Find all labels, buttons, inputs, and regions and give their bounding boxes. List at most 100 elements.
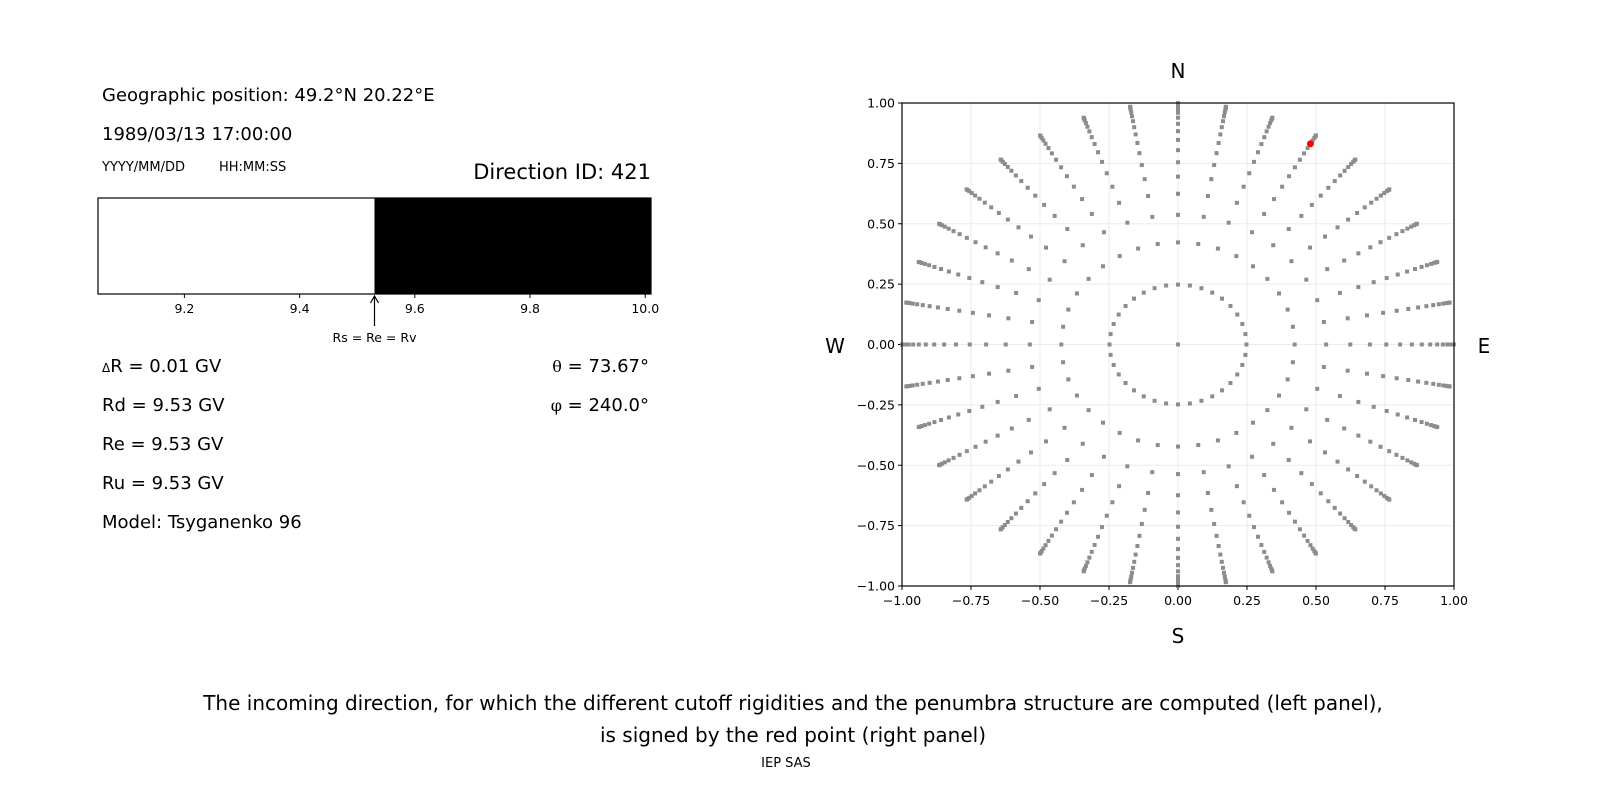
direction-point <box>1412 267 1417 272</box>
direction-point <box>1271 487 1276 492</box>
direction-point <box>1285 307 1290 312</box>
direction-point <box>1355 474 1360 479</box>
direction-point <box>1009 168 1014 173</box>
direction-point <box>1054 527 1059 532</box>
direction-point <box>1280 500 1285 505</box>
re-value: Re = 9.53 GV <box>102 434 224 455</box>
direction-point <box>1419 420 1424 425</box>
direction-point <box>1092 142 1097 147</box>
direction-point <box>1394 452 1399 457</box>
direction-point <box>1271 197 1276 202</box>
direction-point <box>1309 202 1314 207</box>
direction-point <box>1234 430 1239 435</box>
direction-point <box>1222 110 1227 115</box>
direction-point <box>1381 374 1386 379</box>
direction-point <box>1132 559 1137 564</box>
direction-point <box>1364 313 1369 318</box>
direction-point <box>970 374 975 379</box>
y-tick-label: 0.00 <box>867 337 895 352</box>
direction-point <box>1176 191 1180 196</box>
direction-point <box>939 267 944 272</box>
credit: IEP SAS <box>761 756 811 771</box>
direction-point <box>1133 132 1138 137</box>
direction-point <box>1033 193 1038 198</box>
direction-point <box>1025 185 1030 190</box>
direction-point <box>1292 519 1297 524</box>
direction-point <box>1424 304 1429 309</box>
direction-point <box>1101 264 1106 269</box>
direction-point <box>1080 197 1085 202</box>
direction-point <box>1009 516 1014 521</box>
direction-point <box>1342 168 1347 173</box>
direction-point <box>1307 439 1312 444</box>
direction-point <box>1234 484 1239 489</box>
direction-point <box>1130 119 1135 124</box>
direction-point <box>1345 316 1350 321</box>
direction-point <box>1104 513 1109 518</box>
direction-point <box>1155 443 1160 448</box>
direction-point <box>1016 225 1021 230</box>
direction-point <box>1308 543 1313 548</box>
direction-point <box>1080 243 1085 248</box>
direction-point <box>1285 377 1290 382</box>
direction-point <box>1176 110 1180 115</box>
direction-point <box>1108 352 1113 357</box>
direction-point <box>1321 319 1326 324</box>
direction-point <box>982 200 987 205</box>
direction-point <box>1440 342 1445 347</box>
direction-point <box>1214 533 1219 538</box>
direction-point <box>1241 500 1246 505</box>
direction-point <box>923 342 928 347</box>
direction-point <box>1251 159 1256 164</box>
direction-point <box>1130 565 1135 570</box>
direction-point <box>995 433 1000 438</box>
direction-point <box>1292 342 1297 347</box>
direction-point <box>920 381 925 386</box>
direction-point <box>1266 124 1271 129</box>
direction-point <box>1325 267 1330 272</box>
phi-text: = 240.0° <box>561 395 649 416</box>
direction-point <box>1382 493 1387 498</box>
direction-point <box>1216 141 1221 146</box>
phi-value: φ = 240.0° <box>551 395 649 416</box>
direction-point <box>1235 372 1240 377</box>
direction-point <box>1444 301 1449 306</box>
direction-point <box>919 424 924 429</box>
direction-point <box>1342 516 1347 521</box>
direction-point <box>1255 150 1260 155</box>
direction-point <box>1429 261 1434 266</box>
direction-point <box>1234 254 1239 259</box>
direction-point <box>1216 543 1221 548</box>
direction-point <box>1259 542 1264 547</box>
direction-point <box>1368 439 1373 444</box>
direction-point <box>1309 482 1314 487</box>
direction-point <box>1287 174 1292 179</box>
direction-point <box>1271 441 1276 446</box>
direction-point <box>1030 319 1035 324</box>
direction-point <box>1409 224 1414 229</box>
direction-point <box>1176 536 1180 541</box>
direction-point <box>916 425 921 430</box>
direction-point <box>1289 425 1294 430</box>
x-tick-label: −0.25 <box>1090 593 1128 608</box>
direction-point <box>1241 184 1246 189</box>
direction-point <box>1335 459 1340 464</box>
direction-point <box>1400 229 1405 234</box>
direction-point <box>1221 570 1226 575</box>
direction-point <box>1043 141 1048 146</box>
direction-point <box>989 479 994 484</box>
direction-point <box>1240 362 1245 367</box>
direction-point <box>1052 471 1057 476</box>
direction-point <box>1405 226 1410 231</box>
south-label: S <box>1172 624 1185 648</box>
theta-value: θ = 73.67° <box>552 356 649 377</box>
direction-point <box>1367 342 1372 347</box>
direction-point <box>957 308 962 313</box>
direction-point <box>989 205 994 210</box>
direction-point <box>1116 372 1121 377</box>
theta-text: = 73.67° <box>561 356 649 377</box>
direction-point <box>998 527 1003 532</box>
direction-point <box>1087 555 1092 560</box>
direction-point <box>1251 525 1256 530</box>
direction-point <box>1128 580 1133 585</box>
